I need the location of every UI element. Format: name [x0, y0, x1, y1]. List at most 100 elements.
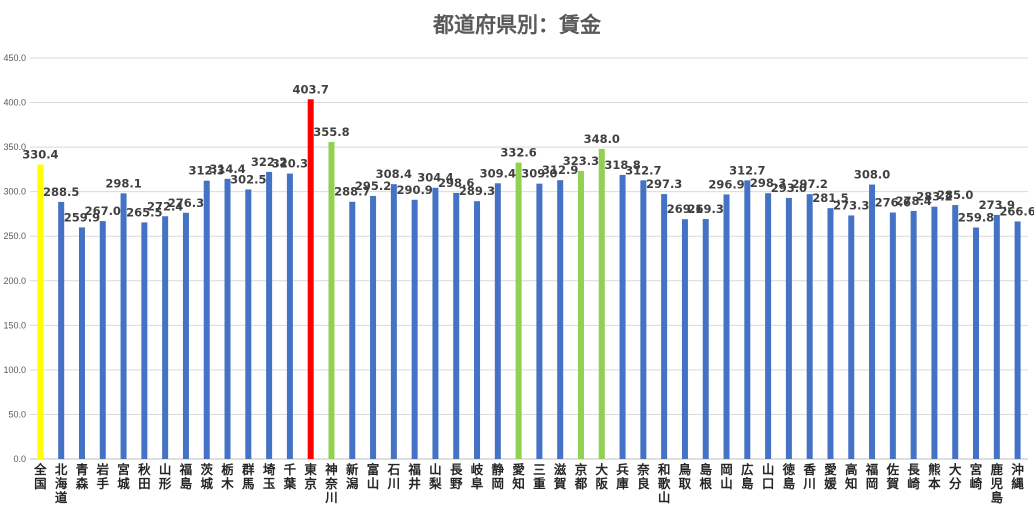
- bar: [58, 201, 65, 460]
- y-tick-label: 100.0: [3, 365, 26, 375]
- bar: [141, 222, 148, 459]
- x-tick-label: 岩手: [96, 462, 110, 491]
- bar: [557, 180, 564, 459]
- y-tick-label: 250.0: [3, 231, 26, 241]
- data-label: 308.0: [854, 168, 890, 182]
- data-label: 314.4: [209, 162, 245, 176]
- x-tick-label: 岐阜: [471, 462, 484, 491]
- data-label: 312.7: [625, 163, 661, 177]
- data-label: 293.0: [771, 181, 807, 195]
- x-tick-label: 神奈川: [324, 462, 338, 505]
- x-tick-label: 宮崎: [970, 462, 983, 491]
- data-label: 297.2: [791, 177, 827, 191]
- data-label: 288.5: [43, 185, 79, 199]
- data-label: 267.0: [85, 204, 121, 218]
- data-label: 285.0: [937, 188, 973, 202]
- bar: [390, 184, 397, 459]
- bar: [577, 170, 584, 459]
- data-label: 276.6: [875, 196, 911, 210]
- bars: [37, 99, 1021, 460]
- data-label: 259.8: [958, 210, 994, 224]
- x-tick-label: 大分: [949, 462, 962, 491]
- bar: [806, 194, 813, 459]
- data-label: 289.3: [459, 184, 495, 198]
- x-tick-label: 島根: [699, 462, 712, 491]
- x-tick-label: 千葉: [283, 462, 297, 491]
- bar: [370, 195, 377, 459]
- x-tick-label: 鳥取: [679, 462, 692, 491]
- data-label: 283.2: [916, 190, 952, 204]
- x-tick-label: 福岡: [865, 462, 879, 491]
- data-label: 298.3: [750, 176, 786, 190]
- data-label: 298.6: [438, 176, 474, 190]
- x-tick-label: 高知: [844, 462, 858, 491]
- x-tick-label: 広島: [741, 462, 754, 491]
- bar: [640, 180, 647, 459]
- data-label: 330.4: [22, 148, 58, 162]
- bar: [765, 193, 772, 459]
- data-label: 309.4: [480, 166, 516, 180]
- x-tick-label: 山口: [762, 462, 775, 491]
- data-label: 318.8: [604, 158, 640, 172]
- bar: [619, 174, 626, 460]
- x-tick-label: 富山: [367, 462, 380, 491]
- bar: [848, 215, 855, 459]
- bar: [723, 194, 730, 459]
- bar: [328, 141, 335, 459]
- y-tick-label: 50.0: [8, 409, 26, 419]
- bar: [1014, 221, 1021, 459]
- data-label: 259.9: [64, 210, 100, 224]
- bar: [307, 99, 314, 459]
- data-label: 320.3: [272, 157, 308, 171]
- bar: [453, 192, 460, 459]
- x-tick-label: 山梨: [428, 462, 442, 491]
- data-label: 273.3: [833, 198, 869, 212]
- x-tick-label: 群馬: [241, 462, 255, 491]
- x-tick-label: 東京: [304, 462, 317, 491]
- data-label: 297.3: [646, 177, 682, 191]
- data-label: 323.3: [563, 154, 599, 168]
- x-axis-labels: 全国北海道青森岩手宮城秋田山形福島茨城栃木群馬埼玉千葉東京神奈川新潟富山石川福井…: [33, 462, 1024, 505]
- data-label: 266.6: [999, 204, 1034, 218]
- x-tick-label: 鹿児島: [990, 462, 1004, 505]
- bar: [889, 212, 896, 459]
- bar: [432, 187, 439, 459]
- x-tick-label: 京都: [574, 462, 588, 491]
- x-tick-label: 秋田: [138, 462, 151, 491]
- y-tick-label: 450.0: [3, 53, 26, 63]
- data-label: 403.7: [292, 82, 328, 96]
- x-tick-label: 埼玉: [263, 462, 276, 491]
- bar: [349, 201, 356, 460]
- x-tick-label: 栃木: [220, 462, 234, 491]
- data-label: 272.4: [147, 199, 183, 213]
- data-label: 355.8: [313, 125, 349, 139]
- bar: [182, 212, 189, 459]
- x-tick-label: 静岡: [492, 462, 505, 491]
- data-label: 296.9: [708, 177, 744, 191]
- data-label: 332.6: [500, 146, 536, 160]
- bar: [869, 184, 876, 459]
- bar: [515, 162, 522, 459]
- bar: [474, 201, 481, 460]
- gridlines: [30, 57, 1028, 460]
- x-tick-label: 北海道: [55, 462, 68, 505]
- bar: [494, 183, 501, 459]
- bar: [203, 180, 210, 459]
- data-label: 273.9: [979, 198, 1015, 212]
- bar: [681, 219, 688, 459]
- y-tick-label: 150.0: [3, 320, 26, 330]
- data-label: 276.3: [168, 196, 204, 210]
- data-label: 269.1: [667, 202, 703, 216]
- bar: [266, 171, 273, 459]
- x-tick-label: 奈良: [636, 462, 650, 491]
- bar: [245, 189, 252, 459]
- data-label: 269.3: [688, 202, 724, 216]
- data-label: 312.7: [729, 163, 765, 177]
- x-tick-label: 宮城: [117, 462, 130, 491]
- y-tick-label: 350.0: [3, 142, 26, 152]
- x-tick-label: 香川: [802, 462, 816, 491]
- bar: [827, 208, 834, 459]
- x-tick-label: 茨城: [200, 462, 213, 491]
